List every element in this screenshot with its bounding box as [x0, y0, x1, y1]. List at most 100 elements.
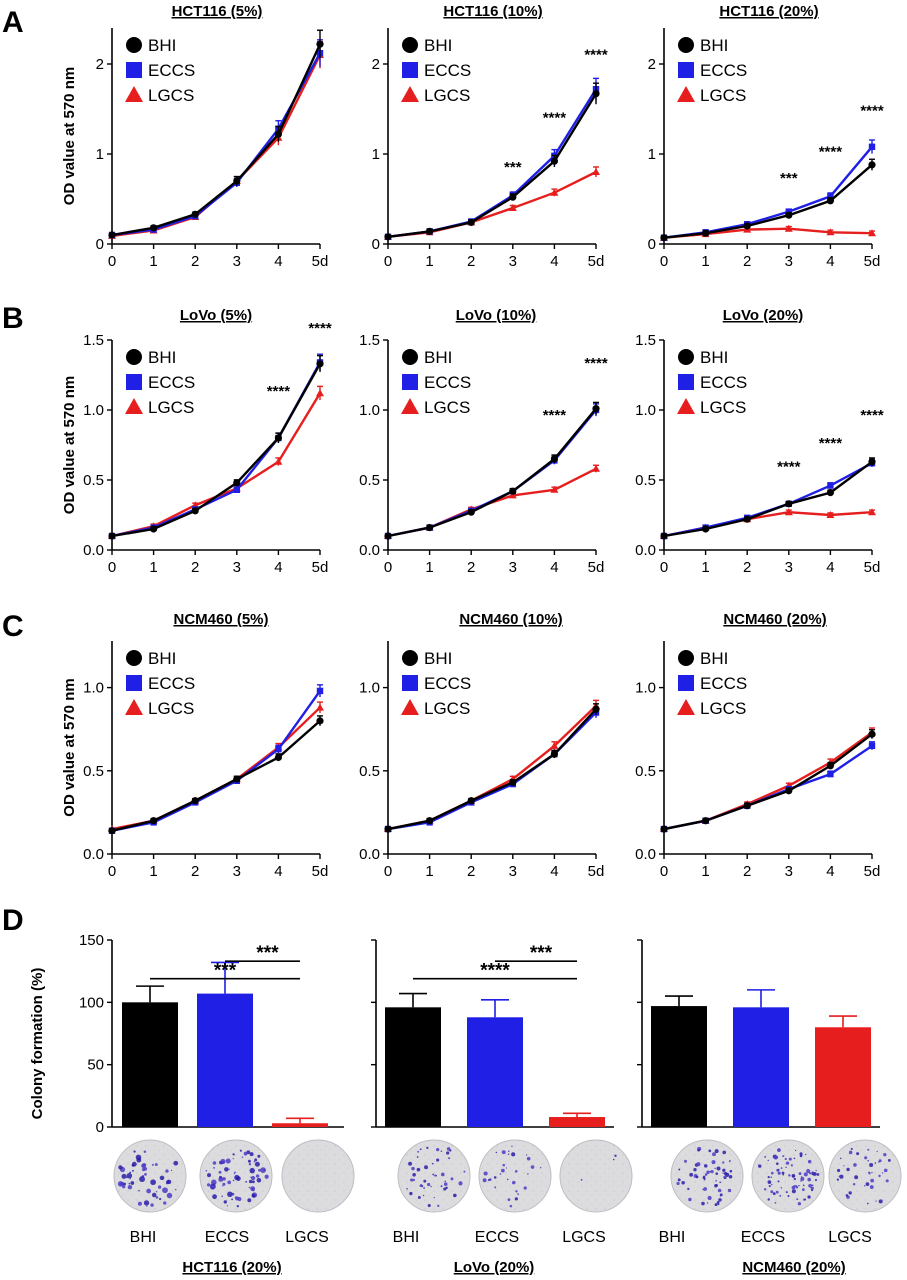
colony: [166, 1180, 170, 1184]
legend-label: LGCS: [148, 398, 194, 417]
colony: [409, 1191, 413, 1196]
colony: [815, 1169, 817, 1172]
colony: [427, 1203, 431, 1208]
colony: [802, 1184, 805, 1187]
x-tick-label: 4: [550, 863, 558, 880]
data-point: [191, 210, 199, 218]
data-point: [274, 457, 283, 465]
series-eccs: [660, 458, 876, 540]
y-tick-label: 1.0: [359, 680, 380, 697]
colony: [440, 1185, 443, 1188]
significance-mark: ****: [584, 47, 608, 64]
colony: [798, 1184, 800, 1187]
colony: [807, 1195, 811, 1199]
x-tick-label: 2: [467, 559, 475, 576]
x-tick-label: 4: [274, 863, 282, 880]
series-bhi: [384, 703, 600, 833]
colony: [432, 1173, 435, 1176]
colony: [494, 1186, 497, 1189]
data-point: [509, 193, 517, 201]
y-tick-label: 1.5: [359, 332, 380, 349]
line-chart-1: HCT116 (10%)0 1 2 3 4 5d012BHIECCSLGCS*******…: [372, 3, 608, 270]
colony: [839, 1174, 844, 1179]
colony: [423, 1186, 426, 1189]
y-tick-label: 0: [648, 236, 656, 253]
colony: [770, 1176, 772, 1178]
colony: [796, 1198, 799, 1201]
x-tick-label: 3: [233, 559, 241, 576]
colony: [174, 1188, 177, 1191]
colony: [722, 1161, 725, 1164]
data-point: [743, 515, 751, 523]
legend-marker-lgcs: [677, 699, 695, 715]
colony: [703, 1164, 708, 1168]
data-point: [233, 775, 241, 783]
colony: [784, 1157, 787, 1161]
colony: [793, 1157, 796, 1160]
colony: [791, 1189, 796, 1194]
series-lgcs: [108, 701, 324, 833]
x-tick-label: 2: [467, 863, 475, 880]
legend-label: LGCS: [700, 699, 746, 718]
colony: [165, 1169, 169, 1173]
colony: [419, 1184, 423, 1188]
y-tick-label: 0: [96, 236, 104, 253]
colony: [714, 1183, 718, 1188]
series-lgcs: [384, 699, 600, 833]
colony: [878, 1174, 881, 1178]
colony: [426, 1146, 429, 1149]
colony: [252, 1180, 255, 1184]
legend-marker-eccs: [402, 374, 418, 390]
colony: [703, 1175, 705, 1178]
colony: [237, 1196, 242, 1202]
series-line: [663, 462, 873, 538]
chart-title: NCM460 (5%): [173, 611, 268, 628]
legend-label: LGCS: [148, 699, 194, 718]
colony: [431, 1162, 434, 1165]
colony: [874, 1162, 877, 1164]
data-point: [743, 802, 751, 810]
colony: [883, 1152, 887, 1157]
colony: [867, 1159, 869, 1162]
colony: [785, 1161, 790, 1165]
legend-label: ECCS: [424, 373, 471, 392]
chart-title: HCT116 (5%): [172, 3, 263, 20]
data-point: [550, 741, 559, 749]
data-point: [702, 817, 710, 825]
colony: [458, 1181, 463, 1186]
colony: [444, 1180, 446, 1183]
colony: [883, 1168, 888, 1173]
chart-title: LoVo (20%): [454, 1259, 535, 1276]
legend-marker-eccs: [126, 675, 142, 691]
colony: [505, 1167, 508, 1169]
series-line: [387, 407, 597, 538]
colony: [144, 1173, 147, 1176]
colony: [131, 1164, 134, 1167]
colony: [222, 1185, 224, 1187]
colony: [173, 1160, 179, 1166]
colony: [141, 1168, 146, 1172]
series-bhi: [660, 729, 876, 833]
x-tick-label: 1: [701, 253, 709, 270]
data-point: [826, 489, 835, 497]
colony: [727, 1188, 732, 1193]
colony: [511, 1152, 516, 1157]
data-point: [826, 511, 835, 518]
legend-label: BHI: [424, 348, 452, 367]
colony: [716, 1201, 720, 1204]
chart-title: NCM460 (20%): [723, 611, 826, 628]
colony: [810, 1186, 814, 1190]
line-chart-3: LoVo (5%) 0 1 2 3 4 5d 0.0 0.5 1.0 1.5 OD value at …: [61, 307, 332, 576]
colony: [221, 1195, 223, 1198]
colony: [212, 1194, 217, 1200]
colony: [865, 1182, 870, 1186]
series-line: [111, 54, 322, 238]
colony: [791, 1173, 796, 1178]
colony: [239, 1149, 242, 1152]
x-tick-label: 5d: [588, 559, 605, 576]
colony: [213, 1166, 216, 1169]
data-point: [592, 90, 600, 98]
colony: [499, 1173, 502, 1175]
y-tick-label: 1: [648, 146, 656, 163]
x-tick-label: 3: [233, 253, 241, 270]
